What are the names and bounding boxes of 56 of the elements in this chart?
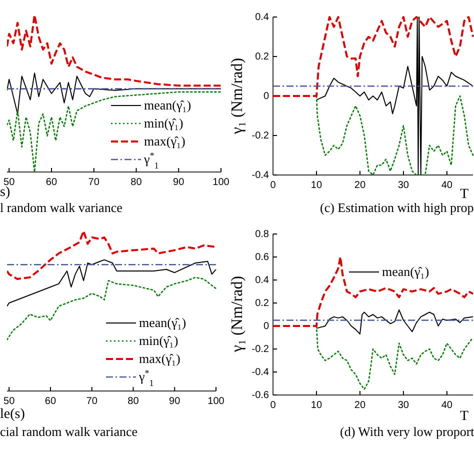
x-tick-label: 40 (441, 400, 453, 412)
x-tick-label: 90 (169, 396, 181, 408)
legend-label: max(γ̂₁) (144, 134, 186, 148)
y-tick-label: 0.8 (255, 229, 270, 240)
x-axis-title: T (460, 409, 469, 424)
text: (c) Estimation with high prop (320, 200, 474, 215)
y-tick-label: 0.6 (255, 252, 270, 264)
y-axis-title: γ₁ (Nm/rad) (229, 276, 246, 354)
x-tick-label: 80 (128, 396, 140, 408)
x-axis-title: le(s) (0, 407, 26, 422)
line-series (273, 16, 474, 97)
x-tick-label: 40 (441, 180, 453, 192)
legend-label: mean(γ̂₁) (382, 264, 430, 279)
y-axis-title: γ₁ (Nm/rad) (229, 58, 246, 136)
y-tick-label: -0.6 (252, 390, 270, 402)
y-tick-label: -0.2 (252, 130, 270, 142)
y-tick-label: 0.4 (255, 12, 270, 24)
y-tick-label: -0.4 (252, 170, 270, 182)
x-tick-label: 100 (212, 177, 230, 188)
y-tick-label: -0.4 (252, 367, 270, 378)
legend-label: mean(γ̂₁) (144, 98, 192, 112)
x-tick-label: 60 (46, 177, 58, 188)
x-tick-label: 10 (310, 400, 322, 412)
x-axis-title: T (460, 187, 469, 202)
x-tick-label: 10 (310, 180, 322, 192)
y-tick-label: 0.2 (255, 52, 270, 63)
y-tick-label: -0.2 (252, 344, 270, 356)
y-tick-label: 0 (263, 91, 270, 102)
line-series (316, 16, 474, 175)
line-series (316, 325, 474, 390)
y-tick-label: 0.4 (255, 275, 270, 286)
x-tick-label: 80 (130, 177, 142, 188)
text: (d) With very low proport (340, 424, 474, 439)
text: l random walk variance (0, 200, 123, 215)
text: cial random walk variance (0, 424, 138, 439)
x-tick-label: 0 (270, 180, 276, 192)
line-series (316, 95, 474, 175)
x-tick-label: 50 (4, 396, 16, 408)
legend-label: min(γ̂₁) (144, 116, 184, 130)
x-tick-label: 90 (173, 177, 185, 188)
x-tick-label: 70 (86, 396, 98, 408)
x-tick-label: 100 (208, 396, 225, 408)
line-series (316, 309, 474, 335)
line-series (273, 256, 474, 327)
y-tick-label: 0.2 (255, 298, 270, 310)
x-tick-label: 70 (88, 177, 100, 188)
x-tick-label: 20 (354, 400, 366, 412)
x-tick-label: 30 (398, 180, 410, 192)
legend-label: mean(γ̂₁) (139, 315, 186, 330)
x-tick-label: 30 (398, 400, 410, 412)
y-tick-label: 0 (263, 321, 270, 332)
x-tick-label: 0 (270, 400, 276, 412)
legend-label: min(γ̂₁) (139, 333, 178, 348)
x-tick-label: 60 (44, 396, 56, 408)
x-tick-label: 20 (354, 180, 366, 192)
legend-label: max(γ̂₁) (139, 351, 180, 366)
